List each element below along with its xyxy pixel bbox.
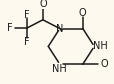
Text: F: F — [24, 37, 30, 47]
Text: NH: NH — [52, 64, 67, 74]
Text: N: N — [56, 24, 63, 34]
Text: O: O — [39, 0, 46, 9]
Text: NH: NH — [92, 41, 107, 51]
Text: F: F — [24, 9, 30, 19]
Text: F: F — [7, 23, 13, 33]
Text: O: O — [78, 8, 86, 18]
Text: O: O — [99, 59, 107, 69]
